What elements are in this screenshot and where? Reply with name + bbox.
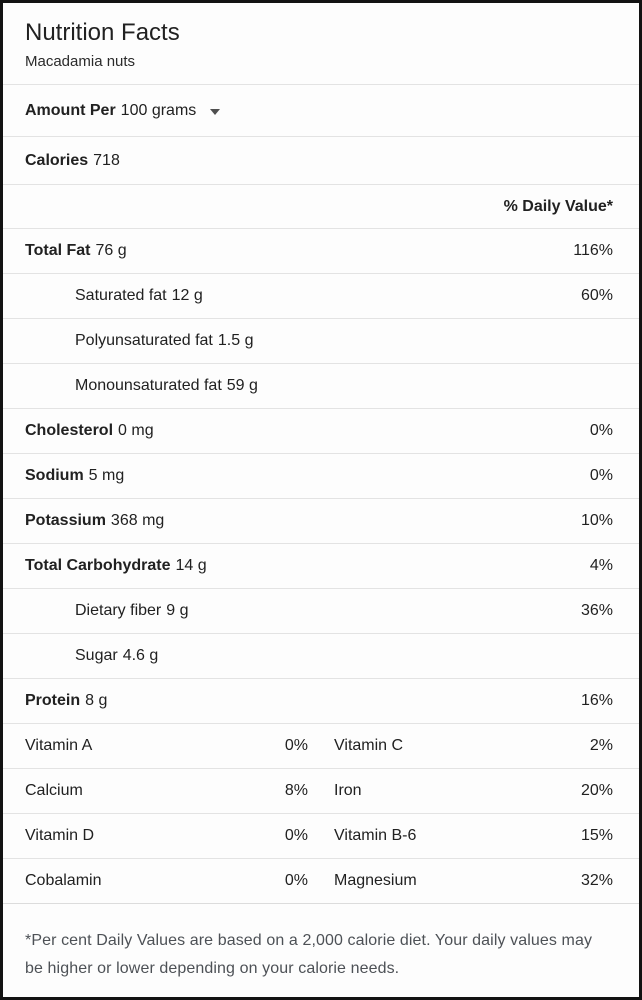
micronutrient-dv: 2% [589,737,613,754]
serving-value: 100 grams [120,101,197,119]
nutrient-row-polyunsaturated-fat: Polyunsaturated fat 1.5 g [3,318,639,363]
nutrient-amount: 76 g [95,242,127,259]
serving-label: Amount Per [25,101,116,119]
food-name: Macadamia nuts [25,53,136,70]
micronutrient-dv: 0% [284,872,308,889]
nutrient-row-sugar: Sugar 4.6 g [3,633,639,678]
nutrient-label: Cholesterol [25,422,114,439]
nutrient-dv: 0% [589,467,613,484]
nutrient-label: Dietary fiber [75,602,162,619]
micronutrient-dv: 15% [580,827,613,844]
nutrient-row-cholesterol: Cholesterol 0 mg 0% [3,408,639,453]
micronutrient-dv: 8% [284,782,308,799]
micronutrient-label: Vitamin C [334,737,404,754]
caret-down-icon [210,108,221,115]
micronutrient-label: Vitamin D [25,827,95,844]
nutrient-amount: 4.6 g [122,647,159,664]
nutrient-label: Polyunsaturated fat [75,332,213,349]
micronutrient-row-vitamin-a-c: Vitamin A 0% Vitamin C 2% [3,723,639,768]
micronutrient-label: Vitamin B-6 [334,827,417,844]
nutrient-dv: 4% [589,557,613,574]
micronutrient-row-cobalamin-magnesium: Cobalamin 0% Magnesium 32% [3,858,639,903]
nutrient-dv: 0% [589,422,613,439]
nutrient-row-total-fat: Total Fat 76 g 116% [3,228,639,273]
nutrient-amount: 14 g [175,557,207,574]
nutrient-label: Potassium [25,512,106,529]
micronutrient-dv: 20% [580,782,613,799]
card-header: Nutrition Facts Macadamia nuts [3,3,639,84]
calories-row: Calories 718 [3,136,639,184]
daily-value-header-row: % Daily Value* [3,184,639,228]
nutrient-amount: 59 g [226,377,258,394]
nutrient-label: Sugar [75,647,118,664]
nutrient-amount: 368 mg [110,512,165,529]
nutrient-row-protein: Protein 8 g 16% [3,678,639,723]
nutrient-row-monounsaturated-fat: Monounsaturated fat 59 g [3,363,639,408]
nutrient-row-dietary-fiber: Dietary fiber 9 g 36% [3,588,639,633]
nutrient-dv: 16% [580,692,613,709]
nutrient-label: Protein [25,692,81,709]
nutrient-row-potassium: Potassium 368 mg 10% [3,498,639,543]
page-title: Nutrition Facts [25,19,180,46]
nutrient-label: Monounsaturated fat [75,377,222,394]
nutrient-dv: 60% [580,287,613,304]
nutrient-row-total-carbohydrate: Total Carbohydrate 14 g 4% [3,543,639,588]
nutrient-dv: 116% [573,242,613,259]
daily-value-footnote: *Per cent Daily Values are based on a 2,… [3,903,639,997]
nutrient-label: Sodium [25,467,84,484]
micronutrient-label: Vitamin A [25,737,93,754]
serving-size-dropdown[interactable]: Amount Per 100 grams [3,84,639,136]
nutrient-row-sodium: Sodium 5 mg 0% [3,453,639,498]
nutrient-amount: 8 g [85,692,108,709]
nutrient-amount: 9 g [166,602,189,619]
nutrient-row-saturated-fat: Saturated fat 12 g 60% [3,273,639,318]
nutrient-amount: 0 mg [118,422,154,439]
micronutrient-dv: 0% [284,737,308,754]
micronutrient-label: Cobalamin [25,872,102,889]
calories-label: Calories [25,151,89,169]
nutrient-amount: 5 mg [88,467,125,484]
micronutrient-label: Iron [334,782,362,799]
nutrient-dv: 10% [580,512,613,529]
micronutrient-label: Calcium [25,782,83,799]
micronutrient-row-calcium-iron: Calcium 8% Iron 20% [3,768,639,813]
nutrient-label: Total Fat [25,242,91,259]
nutrient-label: Total Carbohydrate [25,557,171,574]
nutrient-label: Saturated fat [75,287,167,304]
calories-value: 718 [93,151,120,169]
nutrient-dv: 36% [580,602,613,619]
daily-value-header: % Daily Value* [503,197,613,215]
micronutrient-row-vitamin-d-b6: Vitamin D 0% Vitamin B-6 15% [3,813,639,858]
nutrient-amount: 12 g [171,287,203,304]
micronutrient-dv: 32% [580,872,613,889]
micronutrient-dv: 0% [284,827,308,844]
nutrient-amount: 1.5 g [217,332,254,349]
micronutrient-label: Magnesium [334,872,417,889]
